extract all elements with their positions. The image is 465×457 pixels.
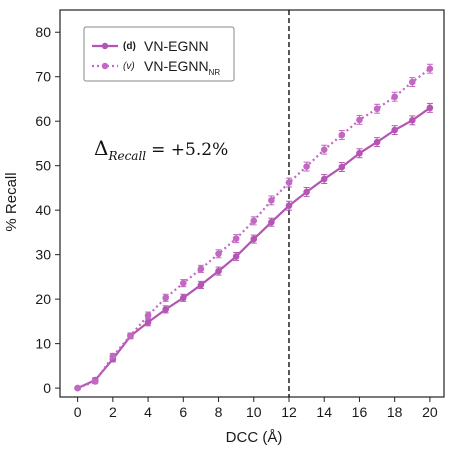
data-point [373,105,381,113]
data-point [338,131,346,139]
data-point [285,202,293,210]
x-tick-label: 16 [352,404,368,420]
legend-box [83,26,235,82]
y-tick-label: 60 [35,113,51,129]
legend-label-dotted-name: VN-EGNN [144,58,209,74]
data-point [356,149,363,157]
data-point [144,312,152,319]
legend-marker-solid [101,42,109,50]
data-point [426,104,434,112]
y-tick-label: 40 [35,202,51,218]
data-point [356,116,363,124]
x-tick-label: 12 [281,404,297,420]
legend-tag-solid: (d) [123,41,136,52]
delta-value: = +5.2% [151,140,228,160]
y-tick-label: 20 [35,291,51,307]
data-point [215,267,222,275]
data-point [127,332,134,339]
data-point [197,281,205,289]
data-point [91,378,99,385]
legend-marker-dotted [101,62,109,70]
data-point [250,217,258,225]
y-tick-label: 30 [35,247,51,263]
y-tick-label: 10 [35,336,51,352]
plot-frame [59,9,445,398]
x-tick-label: 0 [74,404,82,420]
data-point [391,126,398,134]
x-tick-label: 2 [109,404,117,420]
data-point [144,318,152,326]
data-point [320,146,328,153]
data-point [74,384,81,392]
x-tick-label: 8 [215,404,223,420]
x-axis-label: DCC (Å) [226,429,283,446]
y-tick-label: 50 [35,158,51,174]
data-point [109,352,117,360]
delta-recall-annotation: ΔRecall = +5.2% [94,136,228,163]
data-point [268,218,275,226]
data-point [232,235,240,242]
x-tick-label: 6 [179,404,187,420]
data-point [391,93,398,101]
x-tick-label: 20 [422,404,438,420]
data-point [303,188,310,196]
y-tick-label: 80 [35,24,51,40]
data-point [408,117,416,124]
series-vn-egnn-nr [74,63,434,392]
series [74,63,434,392]
x-tick-label: 4 [144,404,152,420]
data-point [338,163,346,171]
y-tick-label: 70 [35,69,51,85]
data-point [250,235,258,243]
data-point [268,197,275,204]
data-point [197,265,205,273]
series-line [77,67,431,390]
legend: (d) VN-EGNN (v) VN-EGNNNR [83,26,235,82]
data-point [162,294,169,302]
series-vn-egnn [74,102,434,392]
x-tick-label: 10 [246,404,262,420]
data-point [215,250,222,258]
data-point [426,65,434,73]
y-tick-label: 0 [43,380,51,396]
delta-symbol: Δ [94,136,108,160]
axes [55,9,445,402]
legend-tag-dotted: (v) [123,61,135,72]
delta-subscript: Recall [107,149,146,163]
data-point [373,138,381,146]
data-point [303,163,310,170]
y-axis-label: % Recall [3,172,20,231]
data-point [320,175,328,183]
legend-label-dotted: VN-EGNNNR [144,58,220,77]
x-tick-label: 14 [316,404,332,420]
tick-labels: 0 2 4 6 8 10 12 14 16 18 20 0 10 20 30 40 50 60 70 80 [35,24,437,420]
data-point [162,306,169,313]
legend-label-solid: VN-EGNN [144,38,209,54]
data-point [180,279,187,287]
data-point [232,253,240,260]
legend-label-dotted-subscript: NR [209,68,221,77]
data-point [285,179,293,186]
x-tick-label: 18 [387,404,403,420]
data-point [408,78,416,86]
data-point [180,294,187,302]
